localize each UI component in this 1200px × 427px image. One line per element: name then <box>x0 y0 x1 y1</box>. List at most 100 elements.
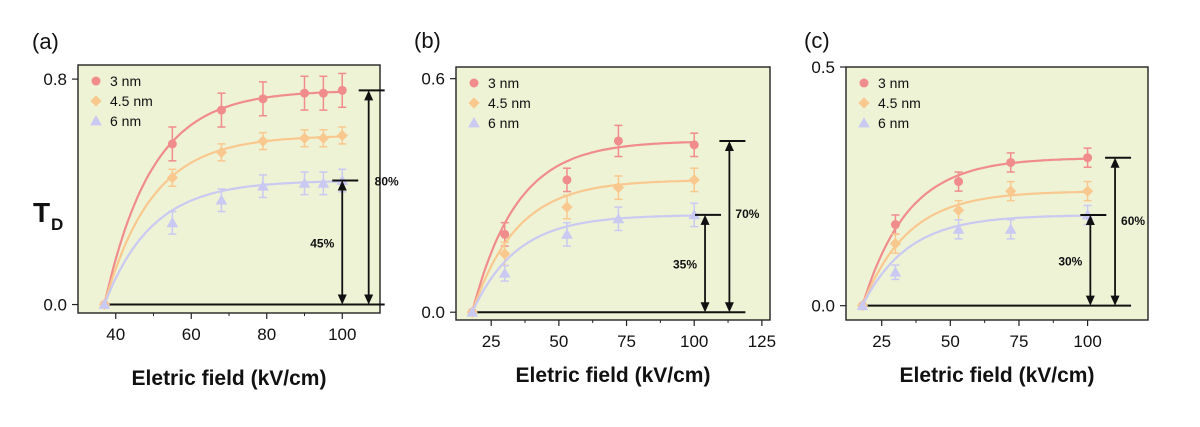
y-tick-label-a-1: 0.8 <box>43 70 67 89</box>
point-b-4-5-nm-3 <box>612 182 625 194</box>
plot-marks-b: 25 50 75 100 125 0.0 0.6 3 nm 4.5 nm 6 nm 35% 70% <box>421 70 776 351</box>
legend-marker-b-6-nm <box>468 117 480 128</box>
x-tick-label-b-125: 125 <box>748 332 776 351</box>
point-a-3-nm-4 <box>300 88 309 98</box>
point-c-3-nm-3 <box>1006 157 1016 167</box>
x-tick-label-c-25: 25 <box>872 332 891 351</box>
legend-label-a-4-5-nm: 4.5 nm <box>110 93 153 109</box>
point-b-4-5-nm-4 <box>688 174 700 186</box>
legend-marker-c-4-5-nm <box>858 97 870 109</box>
point-c-4-5-nm-4 <box>1081 185 1094 197</box>
y-axis-label: T <box>33 197 50 228</box>
plot-area-c <box>845 66 1149 321</box>
panel-label-b: (b) <box>414 28 441 53</box>
annotation-arrowhead-down-b-0 <box>700 302 710 313</box>
plot-marks-c: 25 50 75 100 0.0 0.5 3 nm 4.5 nm 6 nm 30% 60% <box>811 58 1145 351</box>
point-a-3-nm-2 <box>216 105 226 115</box>
point-b-4-5-nm-1 <box>499 248 511 260</box>
point-b-6-nm-3 <box>612 212 625 224</box>
panel-label-a: (a) <box>32 29 59 54</box>
point-c-3-nm-4 <box>1083 153 1093 163</box>
panel-label-c: (c) <box>804 28 830 53</box>
annotation-arrowhead-up-b-1 <box>724 140 734 151</box>
annotation-arrowhead-down-a-0 <box>337 294 347 305</box>
x-tick-label-c-100: 100 <box>1073 332 1101 351</box>
y-tick-label-a-0: 0.0 <box>43 296 67 315</box>
point-a-6-nm-5 <box>317 177 330 188</box>
legend-marker-c-3-nm <box>859 78 869 88</box>
point-b-3-nm-3 <box>613 136 623 146</box>
y-axis-label-subscript: D <box>51 215 63 234</box>
point-a-6-nm-0 <box>98 298 111 309</box>
point-a-3-nm-1 <box>167 139 177 149</box>
fit-curve-c-3-nm <box>861 157 1088 307</box>
legend-label-b-3-nm: 3 nm <box>488 75 519 91</box>
point-c-4-5-nm-2 <box>952 204 965 216</box>
point-a-6-nm-3 <box>257 180 269 191</box>
legend-marker-a-3-nm <box>91 76 101 86</box>
x-tick-label-b-25: 25 <box>482 332 501 351</box>
legend-label-c-6-nm: 6 nm <box>878 115 909 131</box>
point-b-3-nm-1 <box>500 229 510 239</box>
legend-label-a-6-nm: 6 nm <box>110 113 141 129</box>
x-tick-label-a-80: 80 <box>257 325 276 344</box>
point-a-4-5-nm-4 <box>298 132 311 144</box>
point-b-6-nm-1 <box>498 267 511 278</box>
x-axis-label-b: Eletric field (kV/cm) <box>516 364 711 387</box>
x-axis-label-a: Eletric field (kV/cm) <box>132 367 327 390</box>
point-b-3-nm-2 <box>562 175 572 185</box>
legend-label-a-3-nm: 3 nm <box>110 73 141 89</box>
annotation-arrowhead-down-c-0 <box>1085 295 1095 306</box>
point-a-6-nm-4 <box>298 177 311 188</box>
point-c-3-nm-2 <box>954 177 964 187</box>
x-tick-label-a-100: 100 <box>328 325 356 344</box>
annotation-label-a-1: 80% <box>375 174 399 188</box>
point-a-4-5-nm-1 <box>166 172 178 184</box>
annotation-arrowhead-down-c-1 <box>1110 295 1120 306</box>
point-c-6-nm-2 <box>952 223 965 234</box>
fit-curve-c-6-nm <box>861 214 1088 307</box>
legend-label-c-4-5-nm: 4.5 nm <box>878 95 921 111</box>
annotation-arrowhead-up-b-0 <box>700 214 710 225</box>
y-tick-label-c-0: 0.0 <box>811 297 835 316</box>
legend-label-b-4-5-nm: 4.5 nm <box>488 95 531 111</box>
annotation-arrowhead-up-a-0 <box>337 180 347 191</box>
fit-curve-b-6-nm <box>471 214 695 313</box>
point-a-3-nm-6 <box>337 85 347 95</box>
y-tick-label-b-1: 0.6 <box>421 70 445 89</box>
point-a-3-nm-3 <box>258 94 268 104</box>
annotation-arrowhead-up-c-1 <box>1110 157 1120 168</box>
point-b-4-5-nm-2 <box>561 201 573 213</box>
point-c-6-nm-3 <box>1004 223 1017 234</box>
x-tick-label-a-40: 40 <box>106 325 125 344</box>
legend-marker-a-4-5-nm <box>90 95 102 107</box>
y-tick-label-c-1: 0.5 <box>811 58 835 77</box>
legend-label-b-6-nm: 6 nm <box>488 115 519 131</box>
point-c-4-5-nm-1 <box>889 237 902 250</box>
point-c-6-nm-1 <box>889 266 902 277</box>
fit-curve-b-3-nm <box>471 141 695 313</box>
legend-marker-a-6-nm <box>90 115 102 126</box>
point-c-3-nm-1 <box>890 220 900 230</box>
annotation-arrowhead-up-c-0 <box>1085 214 1095 225</box>
point-c-6-nm-0 <box>856 299 869 311</box>
point-b-6-nm-4 <box>688 209 701 220</box>
point-a-6-nm-2 <box>215 194 228 205</box>
annotation-label-c-0: 30% <box>1058 254 1082 268</box>
fit-curve-c-4-5-nm <box>861 190 1088 307</box>
point-c-4-5-nm-3 <box>1005 185 1017 197</box>
x-axis-label-c: Eletric field (kV/cm) <box>900 364 1095 387</box>
legend-marker-b-3-nm <box>469 78 479 88</box>
annotation-label-a-0: 45% <box>310 237 334 251</box>
annotation-label-b-1: 70% <box>735 207 759 221</box>
point-a-4-5-nm-5 <box>317 132 329 144</box>
point-a-4-5-nm-3 <box>257 135 269 147</box>
plot-area-b <box>455 66 771 321</box>
plot-marks-a: 40 60 80 100 0.0 0.8 3 nm 4.5 nm 6 nm 45% 80% <box>43 70 399 344</box>
annotation-arrowhead-up-a-1 <box>364 90 374 101</box>
x-tick-label-c-50: 50 <box>941 332 960 351</box>
point-a-3-nm-5 <box>318 88 328 98</box>
x-tick-label-b-50: 50 <box>549 332 568 351</box>
legend-label-c-3-nm: 3 nm <box>878 75 909 91</box>
